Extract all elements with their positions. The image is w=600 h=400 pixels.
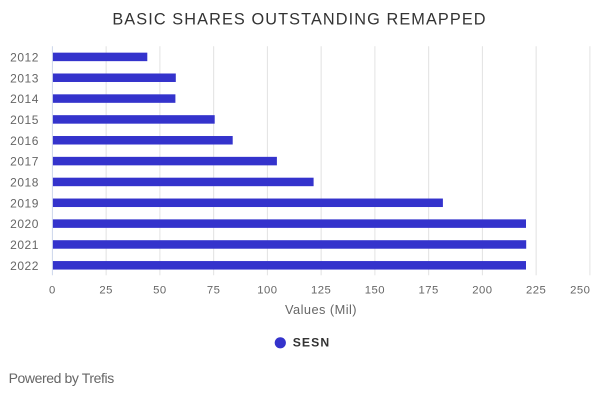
svg-text:BASIC SHARES OUTSTANDING REMAP: BASIC SHARES OUTSTANDING REMAPPED [112,11,486,29]
svg-text:2021: 2021 [10,238,39,252]
svg-text:2019: 2019 [10,196,39,210]
svg-text:2014: 2014 [10,92,39,106]
svg-text:175: 175 [418,285,438,297]
svg-text:2015: 2015 [10,113,39,127]
svg-text:Powered by Trefis: Powered by Trefis [9,370,115,386]
svg-text:200: 200 [472,285,492,297]
svg-text:2017: 2017 [10,155,39,169]
svg-text:225: 225 [526,285,546,297]
svg-text:25: 25 [99,285,113,297]
svg-text:75: 75 [207,285,221,297]
svg-text:50: 50 [153,285,167,297]
svg-text:150: 150 [365,285,385,297]
svg-text:2016: 2016 [10,134,39,148]
svg-text:Values (Mil): Values (Mil) [285,302,357,317]
svg-text:SESN: SESN [293,336,331,350]
svg-text:2022: 2022 [10,259,39,273]
svg-text:100: 100 [257,285,277,297]
svg-text:0: 0 [49,285,56,297]
svg-text:250: 250 [570,285,590,297]
svg-text:2018: 2018 [10,176,39,190]
svg-text:2020: 2020 [10,217,39,231]
svg-text:2013: 2013 [10,71,39,85]
svg-text:2012: 2012 [10,51,39,65]
svg-text:125: 125 [311,285,331,297]
